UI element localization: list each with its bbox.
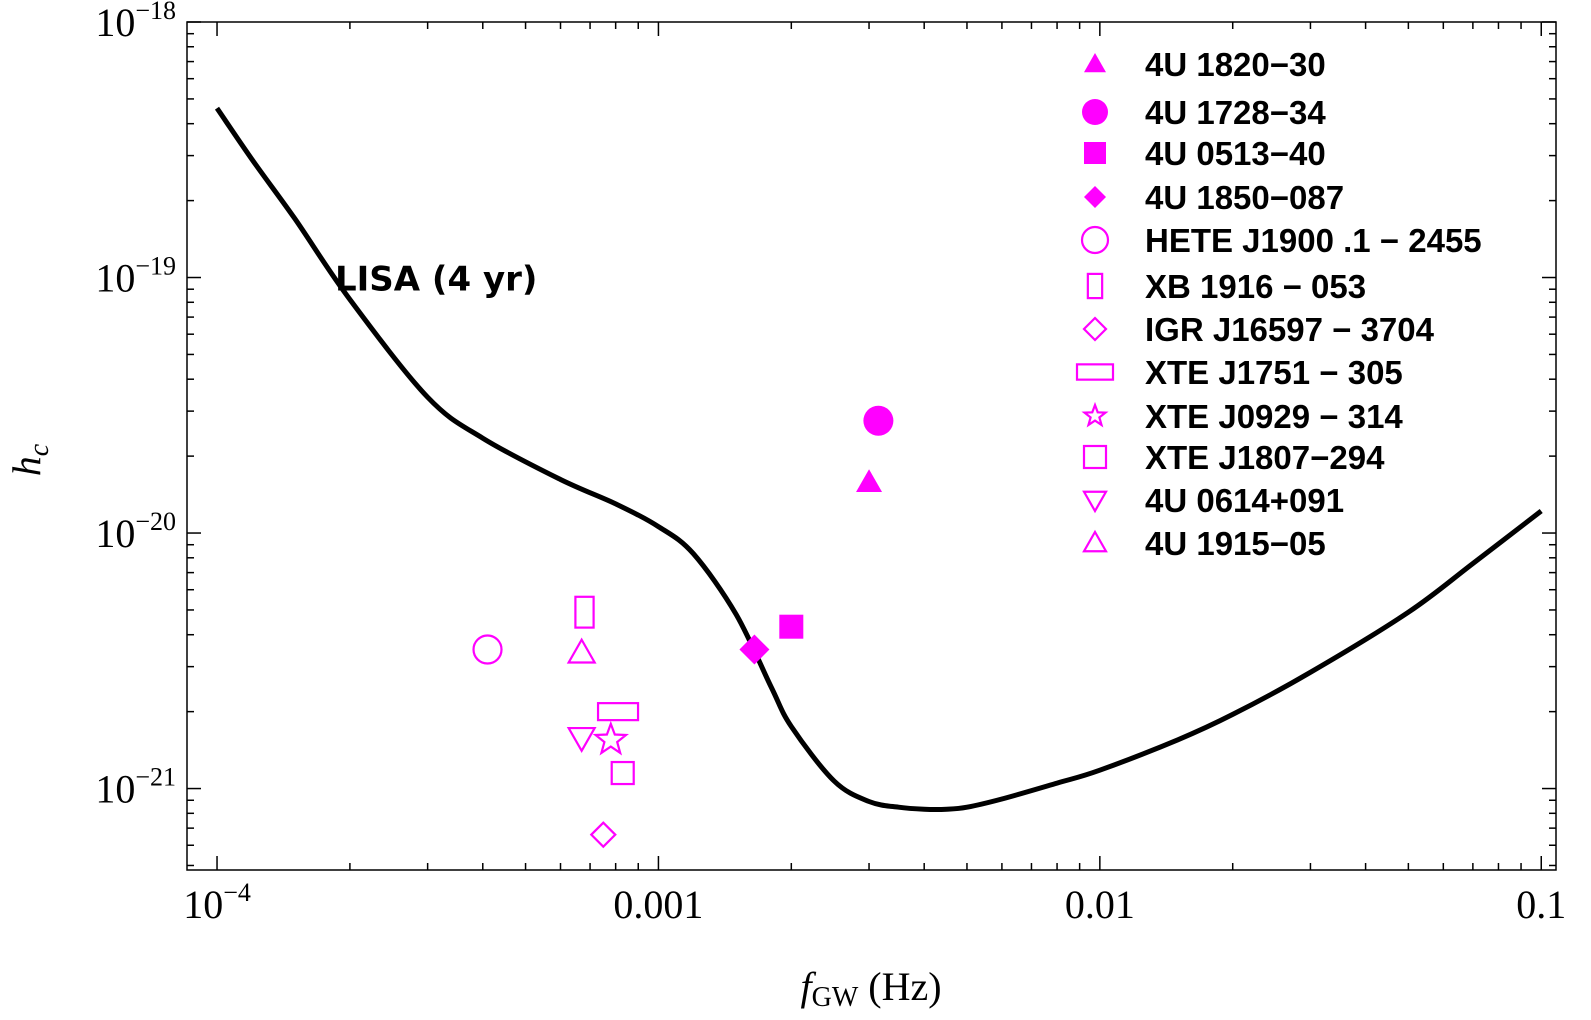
x-tick-label: 0.1	[1516, 882, 1566, 927]
legend-label-11: 4U 0614+091	[1145, 482, 1344, 519]
legend-marker-7	[1082, 316, 1108, 342]
y-axis-title-base: h	[4, 456, 49, 476]
legend-label-8: XTE J1751 − 305	[1145, 354, 1403, 391]
y-tick-label: 10−19	[95, 252, 176, 301]
y-axis-title-sub: c	[24, 443, 55, 456]
legend: 4U 1820−30 4U 1728−34 4U 0513−40 4U 1850−08…	[1075, 46, 1482, 562]
x-axis-title-unit: (Hz)	[858, 964, 941, 1009]
legend-marker-10	[1082, 444, 1108, 470]
y-tick-label: 10−20	[95, 507, 176, 556]
x-axis-title-sub: GW	[812, 982, 859, 1013]
x-tick-label: 0.01	[1065, 882, 1135, 927]
x-tick-label-base: 0.01	[1065, 882, 1135, 927]
legend-label-4: 4U 1850−087	[1145, 179, 1344, 216]
y-tick-label-exp: −21	[135, 763, 176, 792]
legend-marker-9	[1081, 401, 1109, 428]
x-tick-label: 0.001	[613, 882, 703, 927]
y-tick-label-base: 10	[95, 767, 135, 812]
data-point-12	[566, 637, 597, 664]
data-point-7	[589, 821, 617, 849]
legend-label-5: HETE J1900 .1 − 2455	[1145, 222, 1482, 259]
data-point-4	[739, 634, 770, 665]
y-tick-label-base: 10	[95, 511, 135, 556]
y-tick-label: 10−21	[95, 763, 176, 812]
legend-marker-5	[1080, 225, 1110, 255]
x-tick-label-base: 0.001	[613, 882, 703, 927]
x-axis-title: fGW (Hz)	[800, 964, 941, 1013]
data-point-2	[863, 405, 894, 436]
y-tick-label-base: 10	[95, 256, 135, 301]
legend-marker-6	[1086, 272, 1104, 300]
legend-marker-8	[1075, 363, 1115, 381]
x-tick-label-base: 0.1	[1516, 882, 1566, 927]
data-point-8	[596, 702, 640, 722]
legend-marker-12	[1082, 529, 1108, 553]
y-tick-label-exp: −19	[135, 252, 176, 281]
legend-label-7: IGR J16597 − 3704	[1145, 311, 1435, 348]
plot-frame	[186, 21, 1557, 871]
data-point-6	[574, 595, 595, 629]
data-point-5	[472, 634, 503, 665]
x-tick-label-exp: −4	[223, 878, 251, 907]
x-tick-label: 10−4	[183, 878, 251, 927]
data-point-11	[566, 726, 597, 754]
legend-marker-3	[1084, 142, 1106, 164]
data-point-3	[779, 614, 804, 639]
legend-label-1: 4U 1820−30	[1145, 46, 1326, 83]
y-tick-label-exp: −20	[135, 507, 176, 536]
legend-label-12: 4U 1915−05	[1145, 525, 1326, 562]
legend-marker-2	[1082, 99, 1108, 125]
data-point-1	[856, 469, 883, 493]
y-tick-label: 10−18	[95, 0, 176, 45]
y-tick-label-exp: −18	[135, 0, 176, 25]
legend-marker-4	[1084, 186, 1106, 208]
legend-label-6: XB 1916 − 053	[1145, 268, 1366, 305]
legend-marker-1	[1084, 53, 1106, 73]
data-point-10	[610, 760, 635, 786]
curve-annotation: LISA (4 yr)	[335, 259, 537, 299]
legend-marker-11	[1082, 490, 1108, 514]
legend-label-2: 4U 1728−34	[1145, 94, 1326, 131]
y-axis-title: hc	[4, 443, 55, 476]
data-points	[472, 405, 894, 849]
lisa-sensitivity-curve	[214, 106, 1543, 812]
x-tick-label-base: 10	[183, 882, 223, 927]
data-point-9	[592, 720, 629, 756]
legend-label-9: XTE J0929 − 314	[1145, 398, 1403, 435]
legend-label-3: 4U 0513−40	[1145, 135, 1326, 172]
legend-label-10: XTE J1807−294	[1145, 439, 1385, 476]
y-tick-label-base: 10	[95, 0, 135, 45]
